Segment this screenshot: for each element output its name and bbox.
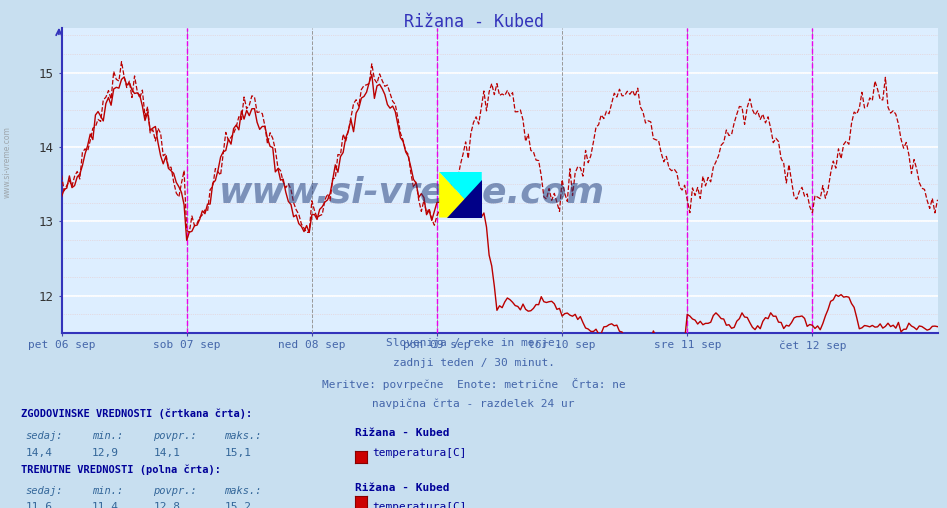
Text: Rižana - Kubed: Rižana - Kubed <box>355 428 450 438</box>
Text: navpična črta - razdelek 24 ur: navpična črta - razdelek 24 ur <box>372 399 575 409</box>
Text: 12,9: 12,9 <box>92 448 119 458</box>
Text: www.si-vreme.com: www.si-vreme.com <box>219 176 605 209</box>
Text: ZGODOVINSKE VREDNOSTI (črtkana črta):: ZGODOVINSKE VREDNOSTI (črtkana črta): <box>21 409 252 420</box>
Text: temperatura[C]: temperatura[C] <box>372 502 467 508</box>
Polygon shape <box>439 172 482 217</box>
Text: sedaj:: sedaj: <box>26 486 63 496</box>
Text: temperatura[C]: temperatura[C] <box>372 448 467 458</box>
Text: Rižana - Kubed: Rižana - Kubed <box>355 483 450 493</box>
Text: 11,6: 11,6 <box>26 502 53 508</box>
Text: 11,4: 11,4 <box>92 502 119 508</box>
Text: TRENUTNE VREDNOSTI (polna črta):: TRENUTNE VREDNOSTI (polna črta): <box>21 465 221 475</box>
Text: zadnji teden / 30 minut.: zadnji teden / 30 minut. <box>392 358 555 368</box>
Text: Rižana - Kubed: Rižana - Kubed <box>403 13 544 30</box>
Text: min.:: min.: <box>92 431 123 441</box>
Text: min.:: min.: <box>92 486 123 496</box>
Text: 12,8: 12,8 <box>153 502 181 508</box>
Text: maks.:: maks.: <box>224 431 262 441</box>
Text: 14,4: 14,4 <box>26 448 53 458</box>
Text: 15,1: 15,1 <box>224 448 252 458</box>
Text: povpr.:: povpr.: <box>153 431 197 441</box>
Polygon shape <box>447 180 482 217</box>
Text: 14,1: 14,1 <box>153 448 181 458</box>
Text: povpr.:: povpr.: <box>153 486 197 496</box>
Text: maks.:: maks.: <box>224 486 262 496</box>
Text: www.si-vreme.com: www.si-vreme.com <box>3 126 12 199</box>
Text: 15,2: 15,2 <box>224 502 252 508</box>
Text: sedaj:: sedaj: <box>26 431 63 441</box>
Text: Slovenija / reke in morje.: Slovenija / reke in morje. <box>385 338 562 348</box>
Text: Meritve: povrpečne  Enote: metrične  Črta: ne: Meritve: povrpečne Enote: metrične Črta:… <box>322 378 625 391</box>
Polygon shape <box>439 172 482 217</box>
